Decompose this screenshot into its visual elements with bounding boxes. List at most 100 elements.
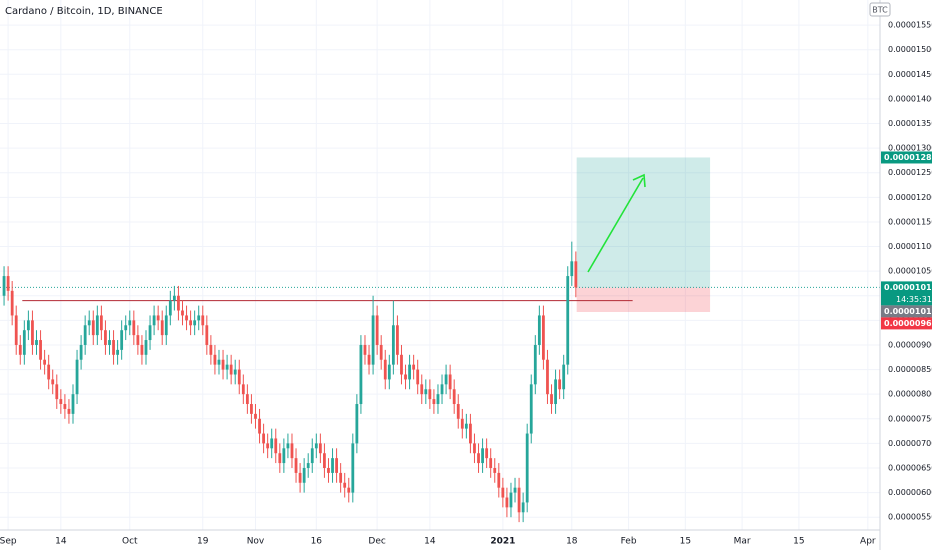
candle-body — [537, 315, 541, 345]
candle-body — [351, 443, 355, 493]
candle-body — [371, 315, 375, 365]
candle-body — [6, 276, 10, 291]
candle-body — [55, 384, 59, 400]
candle-body — [412, 364, 416, 370]
candle-body — [489, 458, 493, 468]
candle-body — [18, 344, 22, 355]
candle-body — [331, 458, 334, 473]
candle-body — [233, 369, 237, 375]
currency-box[interactable] — [869, 2, 891, 17]
candle-body — [201, 315, 205, 326]
candle-body — [448, 374, 452, 390]
candle-body — [456, 404, 460, 419]
candle-body — [258, 418, 261, 434]
y-tick-label: 0.00000750 — [888, 414, 932, 423]
grid — [0, 0, 880, 530]
candle-body — [95, 315, 99, 336]
candle-body — [367, 354, 371, 365]
price-tag-label: 0.00001017 — [884, 283, 932, 292]
candle-body — [485, 448, 489, 459]
candle-body — [416, 369, 420, 385]
candle-body — [91, 320, 95, 336]
candle-body — [160, 320, 164, 336]
x-tick-label: 18 — [566, 537, 578, 547]
candle-body — [306, 463, 310, 468]
y-tick-label: 0.00001050 — [888, 267, 932, 276]
x-tick-label: 2021 — [490, 537, 515, 547]
candle-body — [185, 315, 188, 321]
candle-body — [558, 379, 562, 390]
candle-body — [59, 399, 63, 405]
candle-body — [452, 389, 456, 405]
candle-body — [181, 310, 184, 316]
candle-body — [359, 344, 363, 405]
x-tick-label: Mar — [734, 537, 751, 547]
candle-body — [79, 344, 83, 360]
x-tick-label: Feb — [621, 537, 637, 547]
y-tick-label: 0.00000800 — [888, 390, 932, 399]
candle-body — [343, 482, 347, 488]
candle-body — [67, 408, 71, 414]
candle-body — [51, 379, 55, 385]
y-tick-label: 0.00000600 — [888, 488, 932, 497]
candle-body — [432, 399, 436, 405]
candle-body — [35, 340, 38, 345]
y-tick-label: 0.00001450 — [888, 70, 932, 79]
candle-body — [481, 448, 484, 464]
candle-body — [363, 344, 367, 355]
candle-body — [43, 359, 47, 365]
y-tick-label: 0.00001300 — [888, 144, 932, 153]
x-tick-label: 19 — [197, 537, 209, 547]
y-tick-label: 0.00001150 — [888, 217, 932, 226]
candle-body — [294, 458, 298, 473]
countdown: 14:35:31 — [896, 295, 932, 304]
candle-body — [408, 364, 411, 380]
candle-body — [83, 325, 87, 345]
candle-body — [554, 379, 557, 405]
y-tick-label: 0.00001250 — [888, 168, 932, 177]
y-tick-label: 0.00000850 — [888, 365, 932, 374]
y-tick-label: 0.00001500 — [888, 45, 932, 54]
candle-body — [509, 492, 513, 508]
candle-body — [22, 330, 26, 355]
candle-body — [400, 354, 403, 375]
candle-body — [282, 448, 286, 464]
price-tag-label: 0.00001017 — [884, 307, 932, 316]
candle-body — [2, 276, 6, 296]
candle-body — [132, 320, 136, 336]
candle-body — [250, 404, 253, 414]
price-tag — [881, 305, 932, 318]
candle-body — [31, 320, 34, 345]
arrow — [587, 173, 646, 273]
candle-body — [505, 497, 509, 508]
candle-body — [302, 467, 306, 483]
y-tick-label: 0.00000700 — [888, 439, 932, 448]
candle-body — [574, 261, 578, 288]
candle-body — [189, 320, 192, 326]
candle-body — [542, 315, 545, 360]
x-tick-label: Apr — [860, 537, 876, 547]
candle-body — [75, 359, 79, 395]
y-tick-label: 0.00001550 — [888, 21, 932, 30]
candle-body — [501, 487, 505, 498]
candle-body — [241, 384, 245, 395]
candle-body — [209, 344, 213, 355]
candle-body — [164, 315, 168, 336]
candle-body — [387, 364, 391, 380]
candle-body — [533, 344, 537, 385]
candle-body — [148, 325, 152, 341]
y-tick-label: 0.00000550 — [888, 513, 932, 522]
candle-body — [396, 325, 399, 355]
candle-body — [517, 487, 521, 513]
candle-body — [546, 359, 549, 395]
price-tag-label: 0.00001281 — [884, 153, 932, 162]
candle-body — [550, 394, 553, 405]
candle-body — [262, 433, 265, 444]
candle-body — [477, 453, 480, 464]
x-tick-label: Nov — [247, 537, 265, 547]
candle-body — [290, 443, 294, 459]
candle-body — [116, 349, 120, 355]
candle-body — [355, 404, 359, 444]
candle-body — [205, 325, 209, 345]
x-tick-label: 15 — [793, 537, 804, 547]
